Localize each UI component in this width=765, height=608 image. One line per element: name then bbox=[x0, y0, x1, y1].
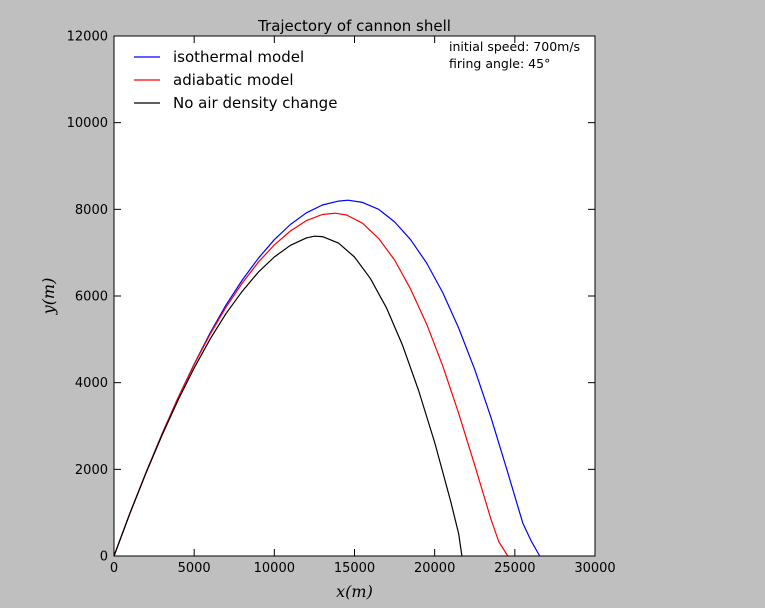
legend: isothermal model adiabatic model No air … bbox=[134, 48, 337, 112]
plot-frame bbox=[113, 35, 596, 557]
ticks-layer: 0 5000 10000 15000 20000 25000 30000 0 2000 4000 6… bbox=[67, 30, 616, 577]
x-axis-label: x(m) bbox=[336, 582, 373, 601]
series-line-adiabatic-model bbox=[113, 212, 509, 557]
y-tick-label: 0 bbox=[100, 550, 108, 565]
x-tick-label: 20000 bbox=[414, 561, 455, 576]
x-tick-label: 0 bbox=[110, 561, 118, 576]
plot-area bbox=[114, 36, 595, 556]
x-tick-label: 25000 bbox=[494, 561, 535, 576]
x-tick-label: 10000 bbox=[254, 561, 295, 576]
y-tick-label: 6000 bbox=[75, 290, 108, 305]
y-tick-label: 2000 bbox=[75, 463, 108, 478]
y-tick-label: 12000 bbox=[67, 30, 108, 45]
series-line-no-air-density-change bbox=[113, 235, 463, 557]
series-layer bbox=[113, 199, 541, 557]
y-tick-label: 10000 bbox=[67, 116, 108, 131]
y-tick-label: 4000 bbox=[75, 376, 108, 391]
annotation-firing-angle: firing angle: 45° bbox=[449, 56, 550, 71]
legend-label-adiabatic: adiabatic model bbox=[173, 71, 294, 89]
chart-title: Trajectory of cannon shell bbox=[257, 17, 451, 35]
legend-label-isothermal: isothermal model bbox=[173, 48, 304, 66]
y-tick-label: 8000 bbox=[75, 203, 108, 218]
legend-label-no-density-change: No air density change bbox=[173, 94, 337, 112]
x-tick-label: 5000 bbox=[178, 561, 211, 576]
y-axis-label: y(m) bbox=[39, 278, 58, 316]
x-tick-label: 30000 bbox=[574, 561, 615, 576]
x-tick-label: 15000 bbox=[334, 561, 375, 576]
annotation-initial-speed: initial speed: 700m/s bbox=[449, 39, 580, 54]
